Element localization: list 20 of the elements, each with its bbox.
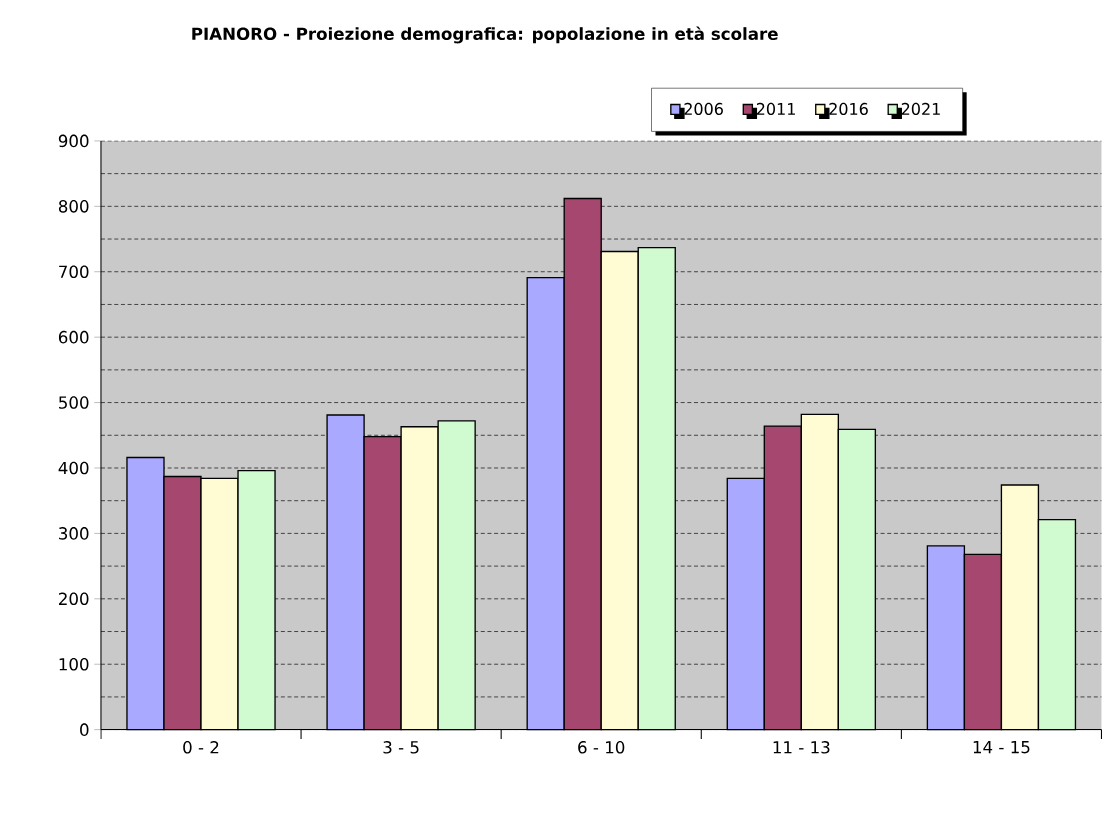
y-tick-label: 200 [59, 592, 89, 606]
y-tick-label: 100 [59, 658, 89, 671]
y-tick-label: 700 [59, 265, 89, 279]
x-tick-label: 11 - 13 [773, 741, 830, 754]
y-tick-label: 800 [58, 200, 89, 213]
x-tick-label: 0 - 2 [183, 741, 219, 754]
x-tick-label: 14 - 15 [973, 741, 1030, 754]
x-tick-label: 3 - 5 [383, 741, 419, 754]
legend-label: 2006 [684, 103, 723, 116]
y-tick-label: 300 [59, 527, 89, 540]
legend-label: 2021 [901, 103, 940, 116]
y-tick-label: 500 [59, 396, 89, 410]
legend-label: 2016 [829, 103, 868, 116]
y-tick-label: 0 [80, 723, 89, 737]
y-tick-label: 400 [58, 461, 89, 475]
chart-title: PIANORO - Proiezione demografica: popolazione in età scolare [192, 26, 778, 44]
legend-label: 2011 [756, 103, 795, 116]
y-tick-label: 600 [58, 331, 89, 344]
x-tick-label: 6 - 10 [578, 741, 625, 754]
y-tick-label: 900 [58, 134, 89, 148]
